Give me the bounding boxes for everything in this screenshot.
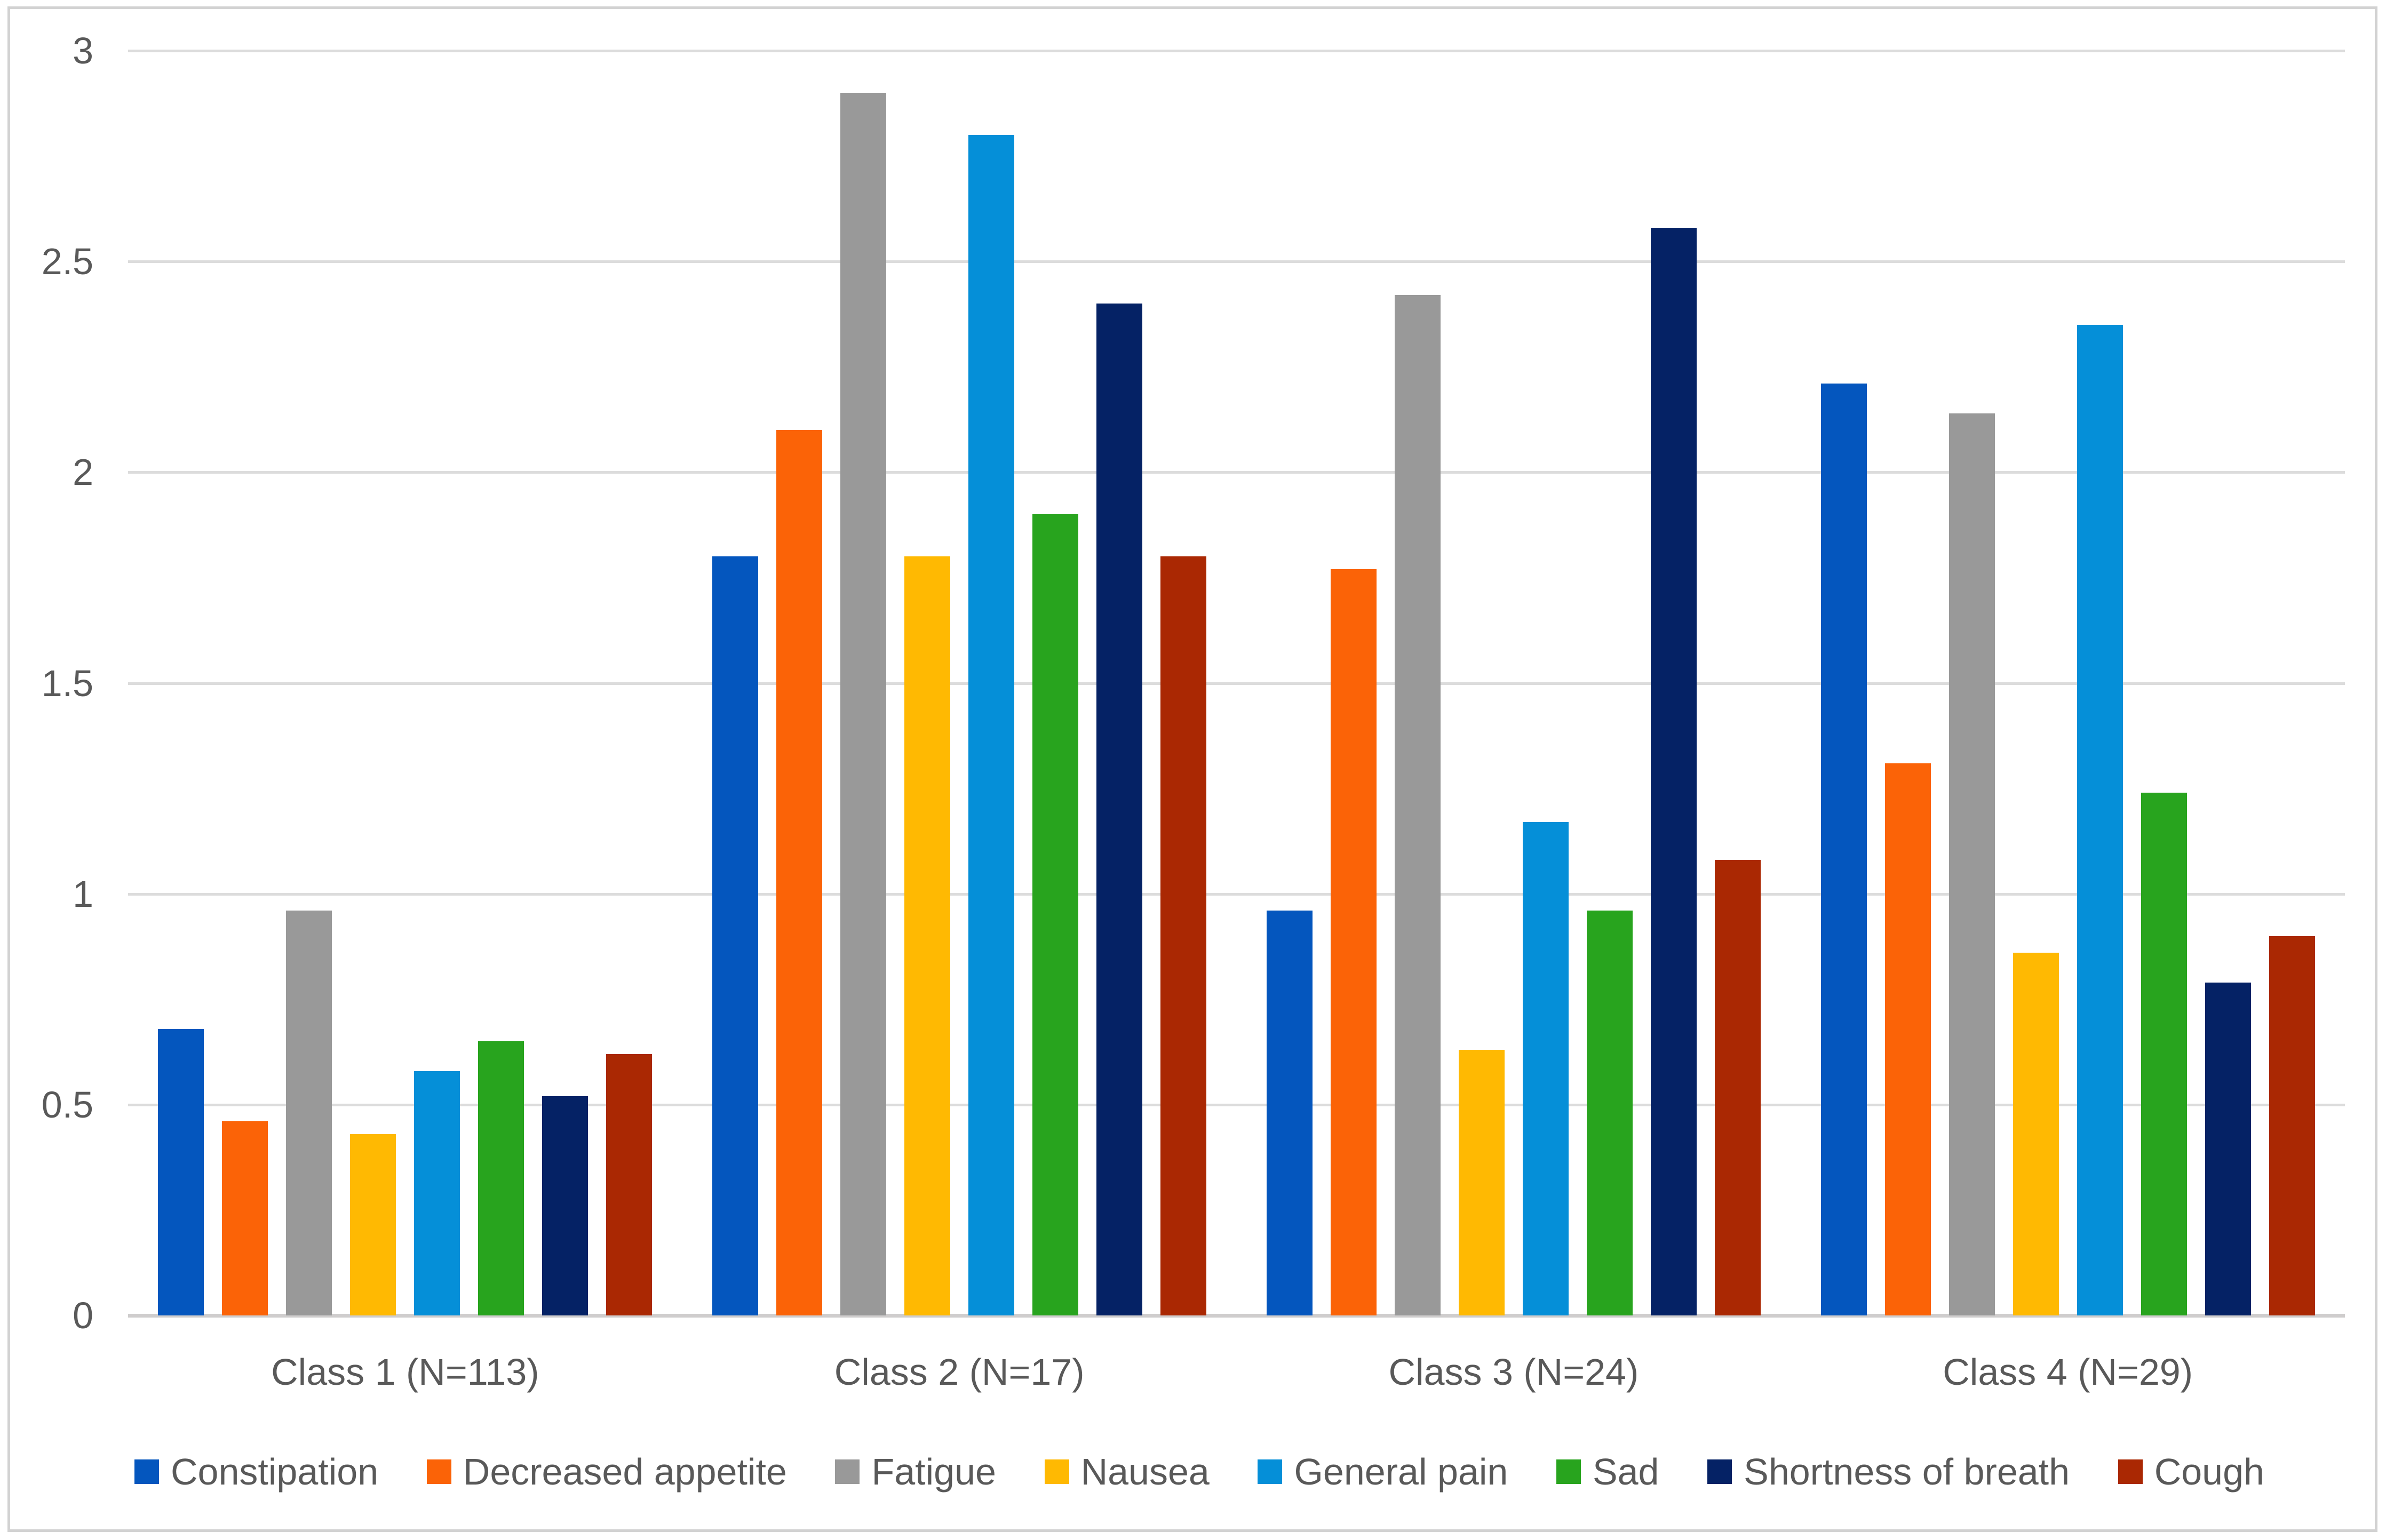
legend-label: Nausea bbox=[1080, 1451, 1210, 1493]
x-axis-line bbox=[128, 1314, 2345, 1318]
x-category-label: Class 2 (N=17) bbox=[834, 1351, 1085, 1393]
legend-item: Sad bbox=[1556, 1449, 1659, 1495]
legend-label: Decreased appetite bbox=[463, 1451, 787, 1493]
bar-general-pain bbox=[1522, 822, 1569, 1315]
y-tick-label: 3 bbox=[73, 30, 93, 71]
bar-fatigue bbox=[286, 911, 332, 1315]
legend-item: Constipation bbox=[134, 1449, 378, 1495]
bar-constipation bbox=[1820, 384, 1867, 1315]
legend-swatch-icon bbox=[134, 1459, 159, 1484]
gridline bbox=[128, 892, 2345, 896]
y-tick-label: 2 bbox=[73, 451, 93, 493]
bar-constipation bbox=[712, 556, 759, 1315]
y-tick-label: 0.5 bbox=[41, 1083, 93, 1126]
legend-swatch-icon bbox=[2118, 1459, 2143, 1484]
bar-decreased-appetite bbox=[1330, 569, 1377, 1315]
bar-group bbox=[682, 93, 1237, 1315]
bar-sad bbox=[1586, 911, 1633, 1315]
bar-shortness-of-breath bbox=[2205, 983, 2251, 1315]
legend-swatch-icon bbox=[1044, 1459, 1069, 1484]
bar-cough bbox=[2269, 936, 2315, 1315]
bar-shortness-of-breath bbox=[542, 1096, 588, 1315]
bar-sad bbox=[478, 1041, 524, 1315]
legend-item: Decreased appetite bbox=[426, 1449, 787, 1495]
bar-group bbox=[1791, 325, 2345, 1315]
gridline bbox=[128, 260, 2345, 264]
bar-sad bbox=[2141, 793, 2187, 1315]
bar-decreased-appetite bbox=[1884, 763, 1931, 1315]
bar-decreased-appetite bbox=[776, 430, 823, 1315]
legend-label: Fatigue bbox=[871, 1451, 996, 1493]
gridline bbox=[128, 682, 2345, 685]
legend-item: Nausea bbox=[1044, 1449, 1210, 1495]
legend-label: Constipation bbox=[171, 1451, 379, 1493]
bar-cough bbox=[606, 1054, 653, 1315]
legend-label: Sad bbox=[1592, 1451, 1659, 1493]
bar-nausea bbox=[1458, 1050, 1505, 1315]
gridline bbox=[128, 50, 2345, 52]
chart-outer-border bbox=[7, 6, 2377, 1532]
y-tick-label: 1 bbox=[73, 873, 93, 915]
bar-fatigue bbox=[1948, 413, 1995, 1315]
bar-group bbox=[1237, 228, 1791, 1315]
bar-nausea bbox=[350, 1134, 396, 1315]
legend-swatch-icon bbox=[835, 1459, 860, 1484]
bar-fatigue bbox=[840, 93, 887, 1315]
bar-general-pain bbox=[2077, 325, 2123, 1315]
y-tick-label: 2.5 bbox=[41, 241, 93, 283]
x-category-label: Class 1 (N=113) bbox=[271, 1351, 539, 1393]
bar-constipation bbox=[158, 1029, 204, 1315]
bar-constipation bbox=[1266, 911, 1313, 1315]
bar-general-pain bbox=[414, 1071, 460, 1315]
legend-swatch-icon bbox=[1707, 1459, 1732, 1484]
legend-item: Cough bbox=[2118, 1449, 2264, 1495]
bar-nausea bbox=[2013, 953, 2059, 1315]
legend-item: Shortness of breath bbox=[1707, 1449, 2070, 1495]
y-tick-label: 0 bbox=[73, 1295, 93, 1336]
legend-item: General pain bbox=[1258, 1449, 1508, 1495]
y-tick-label: 1.5 bbox=[41, 662, 93, 704]
bar-sad bbox=[1032, 514, 1079, 1315]
gridline bbox=[128, 1103, 2345, 1106]
bar-cough bbox=[1160, 556, 1207, 1315]
bar-nausea bbox=[904, 556, 951, 1315]
bar-fatigue bbox=[1394, 295, 1441, 1315]
legend-swatch-icon bbox=[426, 1459, 451, 1484]
legend-item: Fatigue bbox=[835, 1449, 996, 1495]
x-category-label: Class 4 (N=29) bbox=[1943, 1351, 2193, 1393]
bar-general-pain bbox=[968, 135, 1015, 1315]
legend-label: General pain bbox=[1294, 1451, 1508, 1493]
legend-swatch-icon bbox=[1258, 1459, 1283, 1484]
bar-group bbox=[128, 911, 682, 1315]
legend-label: Shortness of breath bbox=[1744, 1451, 2070, 1493]
gridline bbox=[128, 471, 2345, 474]
bar-shortness-of-breath bbox=[1650, 228, 1697, 1315]
legend: Constipation Decreased appetite Fatigue Nau… bbox=[134, 1449, 2264, 1495]
bar-shortness-of-breath bbox=[1096, 304, 1143, 1315]
bar-cough bbox=[1714, 860, 1761, 1315]
bar-decreased-appetite bbox=[222, 1121, 268, 1315]
legend-swatch-icon bbox=[1556, 1459, 1581, 1484]
legend-label: Cough bbox=[2154, 1451, 2264, 1493]
x-category-label: Class 3 (N=24) bbox=[1388, 1351, 1639, 1393]
